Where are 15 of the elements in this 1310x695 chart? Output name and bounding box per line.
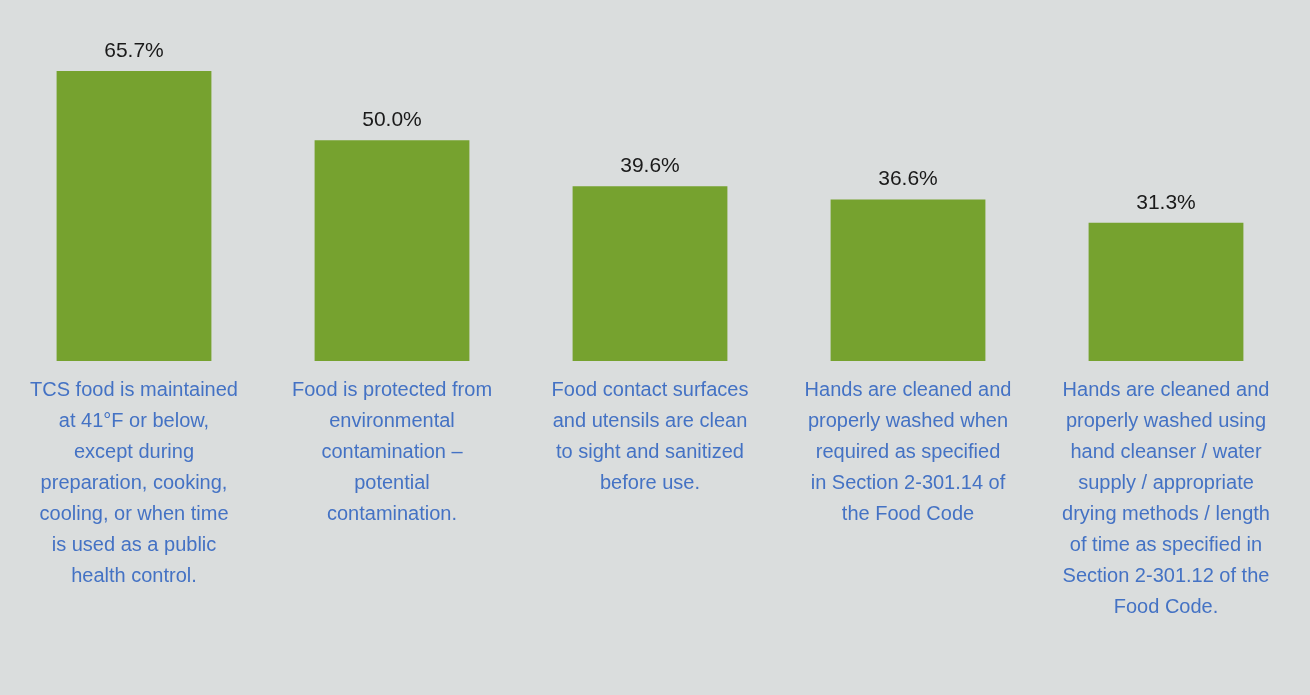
data-label: 36.6% [878,166,938,190]
bar [830,199,986,361]
data-label: 50.0% [362,107,422,131]
bar [572,186,728,361]
data-label: 65.7% [104,38,164,61]
data-label: 31.3% [1136,189,1196,213]
x-tick-label: TCS food is maintained at 41°F or below, except during preparation, cooking, cooling, or when time is used as a public health control. [30,377,238,586]
x-tick-label: Food contact surfaces and utensils are clean to sight and sanitized before use. [551,377,749,493]
bar [1088,222,1244,361]
bar [314,140,470,361]
x-tick-label: Hands are cleaned and properly washed using hand cleanser / water supply / appropriate drying methods / length of time as specified in Section 2-301.12 of the Food Code. [1062,377,1270,617]
bar [56,71,212,361]
x-tick-label: Hands are cleaned and properly washed when required as specified in Section 2-301.14 of the Food Code [804,377,1012,524]
x-tick-label: Food is protected from environmental contamination – potential contamination. [291,377,493,524]
data-label: 39.6% [620,153,680,177]
